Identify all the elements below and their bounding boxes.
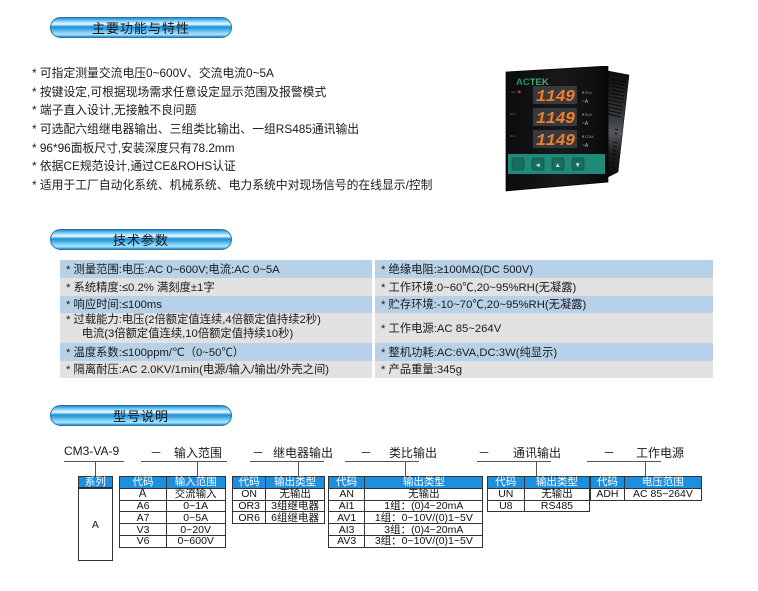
svg-text:RL2: RL2 xyxy=(510,112,516,116)
svg-text:1149: 1149 xyxy=(536,132,575,151)
svg-text:~A: ~A xyxy=(582,99,589,105)
svg-text:1149: 1149 xyxy=(536,88,575,107)
svg-text:RL6: RL6 xyxy=(585,113,592,117)
svg-text:COM: COM xyxy=(585,135,593,139)
svg-text:ALI: ALI xyxy=(511,90,516,94)
svg-text:▼: ▼ xyxy=(575,162,581,169)
svg-text:◄: ◄ xyxy=(535,162,541,169)
svg-text:~A: ~A xyxy=(582,121,589,127)
svg-text:~A: ~A xyxy=(582,143,589,149)
svg-text:RL5: RL5 xyxy=(585,91,592,95)
svg-text:▲: ▲ xyxy=(555,162,561,169)
svg-text:1149: 1149 xyxy=(536,110,575,129)
svg-text:RL3: RL3 xyxy=(510,134,516,138)
